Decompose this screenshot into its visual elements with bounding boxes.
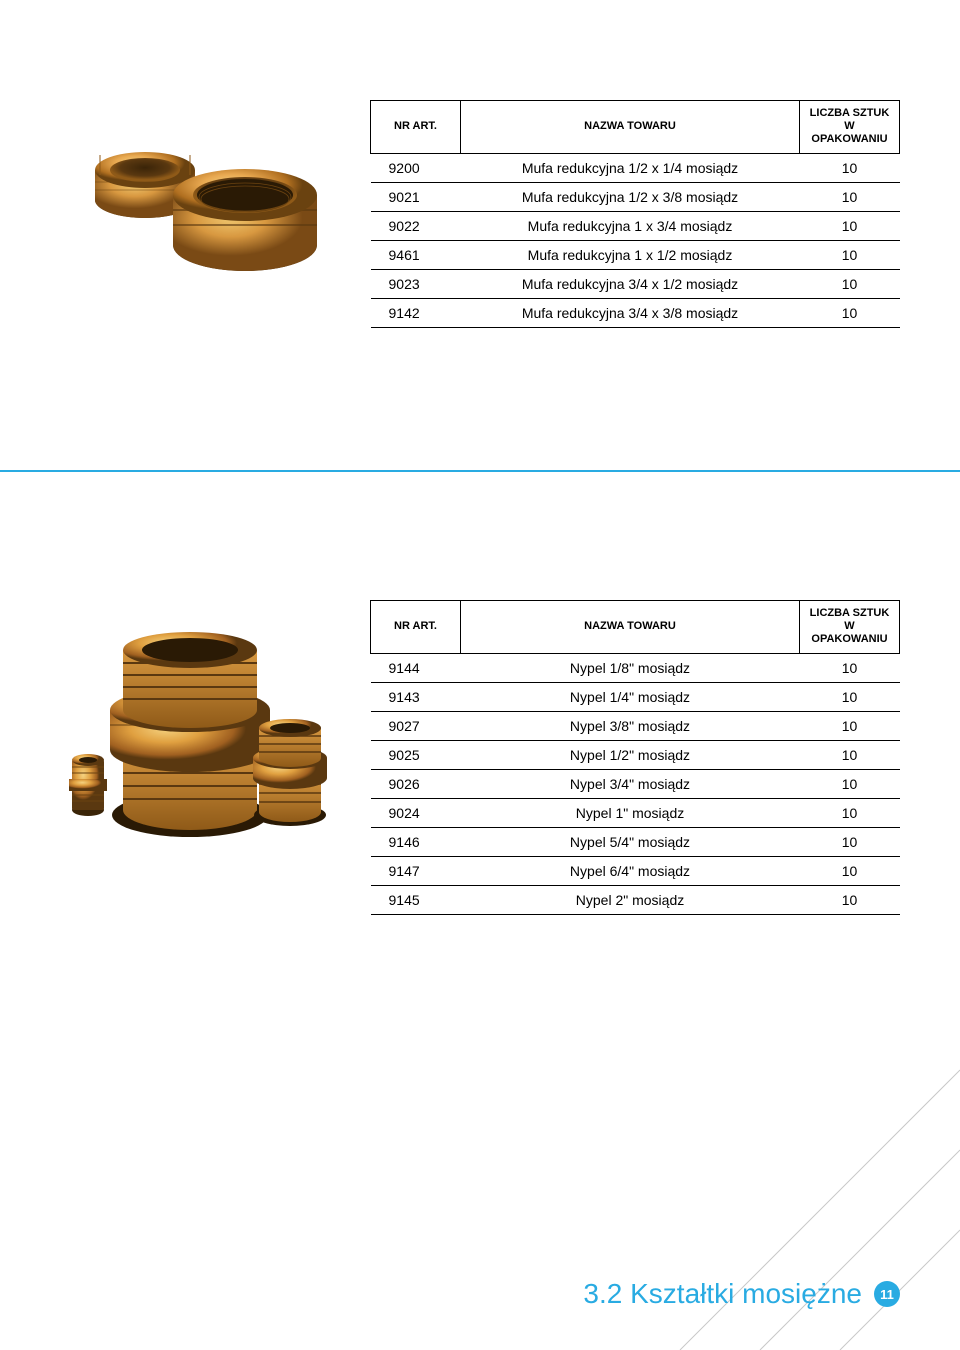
cell-qty: 10 [800, 856, 900, 885]
header-qty: LICZBA SZTUK W OPAKOWANIU [800, 101, 900, 154]
cell-qty: 10 [800, 298, 900, 327]
table-row: 9144Nypel 1/8" mosiądz10 [371, 653, 900, 682]
cell-qty: 10 [800, 211, 900, 240]
header-name: NAZWA TOWARU [461, 101, 800, 154]
table-row: 9142Mufa redukcyjna 3/4 x 3/8 mosiądz10 [371, 298, 900, 327]
page-footer: 3.2 Kształtki mosiężne 11 [583, 1278, 900, 1310]
cell-name: Mufa redukcyjna 1/2 x 3/8 mosiądz [461, 182, 800, 211]
table-row: 9026Nypel 3/4" mosiądz10 [371, 769, 900, 798]
cell-qty: 10 [800, 182, 900, 211]
table-row: 9024Nypel 1" mosiądz10 [371, 798, 900, 827]
table-row: 9025Nypel 1/2" mosiądz10 [371, 740, 900, 769]
product-image-mufa [60, 100, 340, 280]
cell-art: 9200 [371, 153, 461, 182]
cell-art: 9147 [371, 856, 461, 885]
section-divider [0, 470, 960, 472]
cell-name: Nypel 1/2" mosiądz [461, 740, 800, 769]
table-row: 9027Nypel 3/8" mosiądz10 [371, 711, 900, 740]
table-row: 9200Mufa redukcyjna 1/2 x 1/4 mosiądz10 [371, 153, 900, 182]
table-row: 9145Nypel 2" mosiądz10 [371, 885, 900, 914]
table-row: 9022Mufa redukcyjna 1 x 3/4 mosiądz10 [371, 211, 900, 240]
cell-art: 9146 [371, 827, 461, 856]
cell-art: 9142 [371, 298, 461, 327]
cell-name: Nypel 1/8" mosiądz [461, 653, 800, 682]
cell-qty: 10 [800, 740, 900, 769]
cell-qty: 10 [800, 798, 900, 827]
cell-qty: 10 [800, 653, 900, 682]
cell-art: 9145 [371, 885, 461, 914]
table-row: 9021Mufa redukcyjna 1/2 x 3/8 mosiądz10 [371, 182, 900, 211]
cell-name: Nypel 1" mosiądz [461, 798, 800, 827]
cell-qty: 10 [800, 240, 900, 269]
header-name: NAZWA TOWARU [461, 601, 800, 654]
table-row: 9023Mufa redukcyjna 3/4 x 1/2 mosiądz10 [371, 269, 900, 298]
cell-name: Mufa redukcyjna 1 x 1/2 mosiądz [461, 240, 800, 269]
cell-qty: 10 [800, 769, 900, 798]
cell-qty: 10 [800, 711, 900, 740]
page-number: 11 [874, 1281, 900, 1307]
header-art: NR ART. [371, 101, 461, 154]
cell-art: 9461 [371, 240, 461, 269]
cell-art: 9023 [371, 269, 461, 298]
cell-name: Nypel 5/4" mosiądz [461, 827, 800, 856]
table-nypel: NR ART. NAZWA TOWARU LICZBA SZTUK W OPAK… [370, 600, 900, 915]
cell-name: Nypel 2" mosiądz [461, 885, 800, 914]
cell-art: 9027 [371, 711, 461, 740]
table-row: 9147Nypel 6/4" mosiądz10 [371, 856, 900, 885]
product-image-nypel [60, 600, 340, 840]
cell-name: Mufa redukcyjna 3/4 x 1/2 mosiądz [461, 269, 800, 298]
cell-name: Mufa redukcyjna 1 x 3/4 mosiądz [461, 211, 800, 240]
cell-name: Mufa redukcyjna 3/4 x 3/8 mosiądz [461, 298, 800, 327]
footer-title: 3.2 Kształtki mosiężne [583, 1278, 862, 1310]
section-nypel: NR ART. NAZWA TOWARU LICZBA SZTUK W OPAK… [60, 600, 900, 915]
cell-art: 9022 [371, 211, 461, 240]
cell-name: Nypel 1/4" mosiądz [461, 682, 800, 711]
cell-name: Mufa redukcyjna 1/2 x 1/4 mosiądz [461, 153, 800, 182]
table-mufa: NR ART. NAZWA TOWARU LICZBA SZTUK W OPAK… [370, 100, 900, 328]
header-qty: LICZBA SZTUK W OPAKOWANIU [800, 601, 900, 654]
table-row: 9146Nypel 5/4" mosiądz10 [371, 827, 900, 856]
table-row: 9143Nypel 1/4" mosiądz10 [371, 682, 900, 711]
cell-art: 9021 [371, 182, 461, 211]
cell-art: 9025 [371, 740, 461, 769]
cell-art: 9024 [371, 798, 461, 827]
cell-art: 9143 [371, 682, 461, 711]
table-row: 9461Mufa redukcyjna 1 x 1/2 mosiądz10 [371, 240, 900, 269]
cell-name: Nypel 3/4" mosiądz [461, 769, 800, 798]
cell-qty: 10 [800, 153, 900, 182]
cell-art: 9144 [371, 653, 461, 682]
cell-qty: 10 [800, 827, 900, 856]
cell-qty: 10 [800, 885, 900, 914]
section-mufa: NR ART. NAZWA TOWARU LICZBA SZTUK W OPAK… [60, 100, 900, 328]
cell-qty: 10 [800, 682, 900, 711]
cell-name: Nypel 3/8" mosiądz [461, 711, 800, 740]
cell-name: Nypel 6/4" mosiądz [461, 856, 800, 885]
cell-art: 9026 [371, 769, 461, 798]
cell-qty: 10 [800, 269, 900, 298]
header-art: NR ART. [371, 601, 461, 654]
